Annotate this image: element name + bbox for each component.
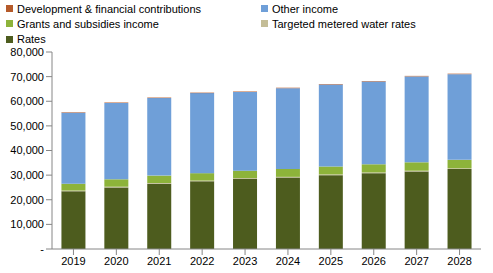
html-text:Grants and subsidies income: Grants and subsidies income [17, 18, 159, 30]
svg-text:70,000: 70,000 [10, 71, 44, 83]
svg-text:60,000: 60,000 [10, 95, 44, 107]
svg-text:2025: 2025 [319, 255, 343, 267]
svg-text:2021: 2021 [147, 255, 171, 267]
svg-text:-: - [40, 243, 44, 255]
html-text:Rates: Rates [17, 33, 46, 46]
svg-text:80,000: 80,000 [10, 46, 44, 58]
svg-text:2020: 2020 [104, 255, 128, 267]
svg-text:20,000: 20,000 [10, 194, 44, 206]
svg-text:2027: 2027 [404, 255, 428, 267]
svg-text:40,000: 40,000 [10, 144, 44, 156]
svg-text:50,000: 50,000 [10, 120, 44, 132]
svg-text:2019: 2019 [61, 255, 85, 267]
html-text:Other income: Other income [272, 2, 338, 15]
svg-text:10,000: 10,000 [10, 218, 44, 230]
svg-text:2028: 2028 [447, 255, 471, 267]
svg-text:2024: 2024 [276, 255, 300, 267]
svg-text:2023: 2023 [233, 255, 257, 267]
svg-text:2022: 2022 [190, 255, 214, 267]
html-text:Targeted metered water rates: Targeted metered water rates [272, 18, 416, 30]
html-text:Development & financial contri: Development & financial contributions [17, 2, 201, 15]
svg-text:2026: 2026 [362, 255, 386, 267]
svg-text:30,000: 30,000 [10, 169, 44, 181]
